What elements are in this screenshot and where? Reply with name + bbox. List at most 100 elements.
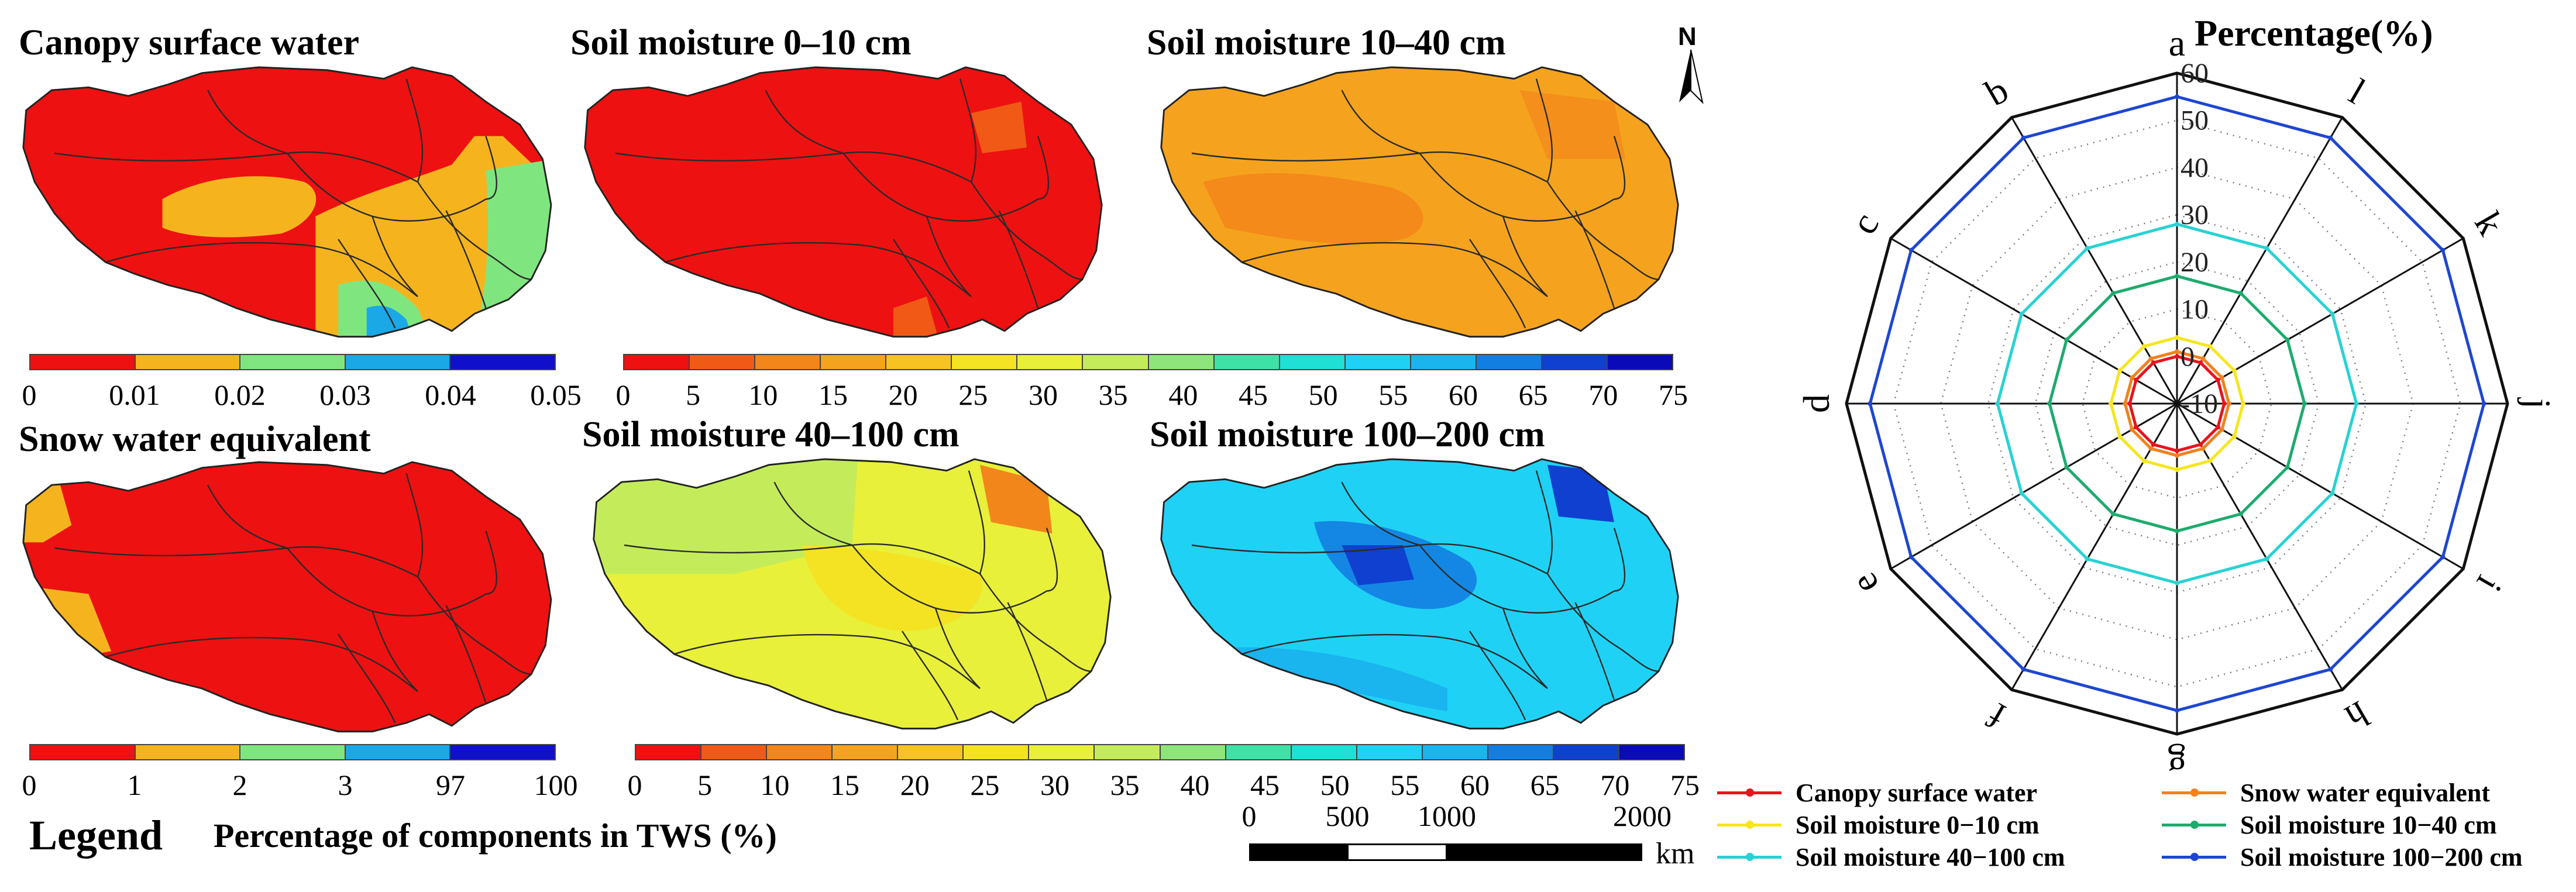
radar-series-point [2123, 401, 2128, 406]
radar-series-point [2148, 356, 2154, 361]
radar-series-point [2175, 467, 2179, 472]
colorbar-tick-label: 25 [970, 769, 1000, 801]
colorbar-segment [345, 355, 451, 369]
radar-series-point [2111, 511, 2116, 516]
radar-series-point [2021, 135, 2026, 140]
radar-series-point [2354, 401, 2359, 406]
colorbar-tick-label: 2 [232, 769, 247, 801]
radar-series-point [2085, 246, 2090, 251]
radar-series-point [2109, 401, 2113, 406]
colorbar-tick-label: 35 [1110, 769, 1140, 801]
colorbar-tick-label: 97 [436, 769, 465, 801]
map-swe [22, 461, 552, 733]
colorbar-tick-label: 10 [760, 769, 790, 801]
radar-axis-label: e [1842, 566, 1887, 601]
colorbar-tick-label: 70 [1600, 769, 1630, 801]
colorbar-segment [1345, 355, 1411, 369]
radar-legend-marker [1746, 821, 1754, 829]
scalebar [1249, 843, 1642, 861]
colorbar-tick-label: 5 [697, 769, 713, 801]
radar-axis-label: j [2517, 397, 2558, 409]
colorbar-segment [1488, 745, 1554, 759]
radar-series-point [2134, 425, 2139, 430]
colorbar-tick-label: 65 [1530, 769, 1560, 801]
map-sm10-40 [1160, 66, 1679, 338]
map-sm40-100 [593, 458, 1112, 730]
radar-legend-marker [1746, 853, 1754, 861]
radar-series-point [2021, 667, 2026, 672]
radar-series-point [2226, 401, 2231, 406]
radar-series-point [2047, 401, 2052, 406]
colorbar-segment [30, 355, 136, 369]
radar-legend-swatch [2162, 853, 2226, 861]
colorbar-soil-top [623, 354, 1673, 370]
radar-series-point [2148, 446, 2154, 451]
radar-axis-label: f [1980, 694, 2013, 736]
colorbar-segment [690, 355, 756, 369]
radar-series-point [1995, 401, 2000, 406]
colorbar-tick-label: 75 [1670, 769, 1700, 801]
radar-series-point [2175, 94, 2179, 99]
radar-series-point [1908, 247, 1914, 253]
colorbar-segment [1017, 355, 1084, 369]
colorbar-tick-label: 0 [615, 378, 631, 411]
colorbar-segment [1422, 745, 1488, 759]
radar-axis-label: k [2467, 205, 2512, 242]
colorbar-segment [1148, 355, 1215, 369]
map-title-sm0-10: Soil moisture 0–10 cm [570, 23, 912, 63]
radar-series-point [2141, 344, 2147, 349]
radar-series-point [2219, 427, 2224, 432]
colorbar-tick-label: 30 [1029, 378, 1058, 411]
colorbar-segment [833, 745, 899, 759]
colorbar-segment [964, 745, 1030, 759]
colorbar-tick-label: 45 [1239, 378, 1268, 411]
map-title-sm100-200: Soil moisture 100–200 cm [1150, 415, 1545, 454]
colorbar-tick-label: 0.03 [319, 378, 371, 411]
radar-series-point [2200, 356, 2206, 361]
colorbar-tick-label: 0 [627, 769, 642, 801]
colorbar-tick-label: 10 [748, 378, 778, 411]
radar-series-point [2481, 401, 2486, 406]
radar-series-point [2440, 555, 2446, 560]
radar-axis-label: i [2469, 569, 2510, 599]
map-title-sm40-100: Soil moisture 40–100 cm [582, 415, 959, 454]
radar-legend-swatch [1717, 853, 1781, 861]
colorbar-tick-label: 20 [900, 769, 930, 801]
colorbar-segment [240, 355, 346, 369]
radar-tick-label: 10 [2181, 294, 2209, 325]
radar-spoke [2176, 403, 2343, 691]
colorbar-tick-label: 65 [1518, 378, 1548, 411]
colorbar-tick-label: 60 [1460, 769, 1490, 801]
radar-series-point [2330, 491, 2335, 496]
radar-spoke [2011, 116, 2178, 404]
map-title-sm10-40: Soil moisture 10–40 cm [1147, 23, 1506, 63]
colorbar-tick-label: 0.02 [214, 378, 266, 411]
radar-series-point [2117, 368, 2123, 373]
colorbar-tick-label: 30 [1040, 769, 1069, 801]
colorbar-soil-bottom [635, 744, 1685, 760]
radar-legend-swatch [2162, 788, 2226, 797]
radar-axis-label: b [1978, 68, 2015, 113]
radar-series-point [2264, 246, 2269, 251]
radar-axis-label: d [1796, 394, 1837, 413]
map-title-swe: Snow water equivalent [19, 419, 371, 459]
radar-series-point [2085, 556, 2090, 562]
radar-spoke [2176, 402, 2464, 570]
radar-tick-label: 60 [2181, 58, 2209, 89]
colorbar-segment [1476, 355, 1542, 369]
radar-series-point [2151, 360, 2156, 366]
radar-legend-label: Canopy surface water [1796, 779, 2038, 807]
radar-series-point [2207, 344, 2213, 349]
radar-series-point [2200, 446, 2206, 451]
colorbar-tick-label: 45 [1250, 769, 1280, 801]
radar-series-point [2285, 337, 2290, 343]
colorbar-segment [821, 355, 887, 369]
legend-caption: Percentage of components in TWS (%) [214, 817, 777, 855]
radar-legend-label: Soil moisture 0−10 cm [1796, 811, 2040, 839]
radar-series-point [1867, 401, 1873, 406]
colorbar-canopy [29, 354, 556, 370]
radar-series-point [2328, 135, 2333, 140]
map-title-canopy: Canopy surface water [19, 23, 360, 63]
radar-series-point [2221, 401, 2227, 406]
colorbar-tick-label: 3 [338, 769, 353, 801]
